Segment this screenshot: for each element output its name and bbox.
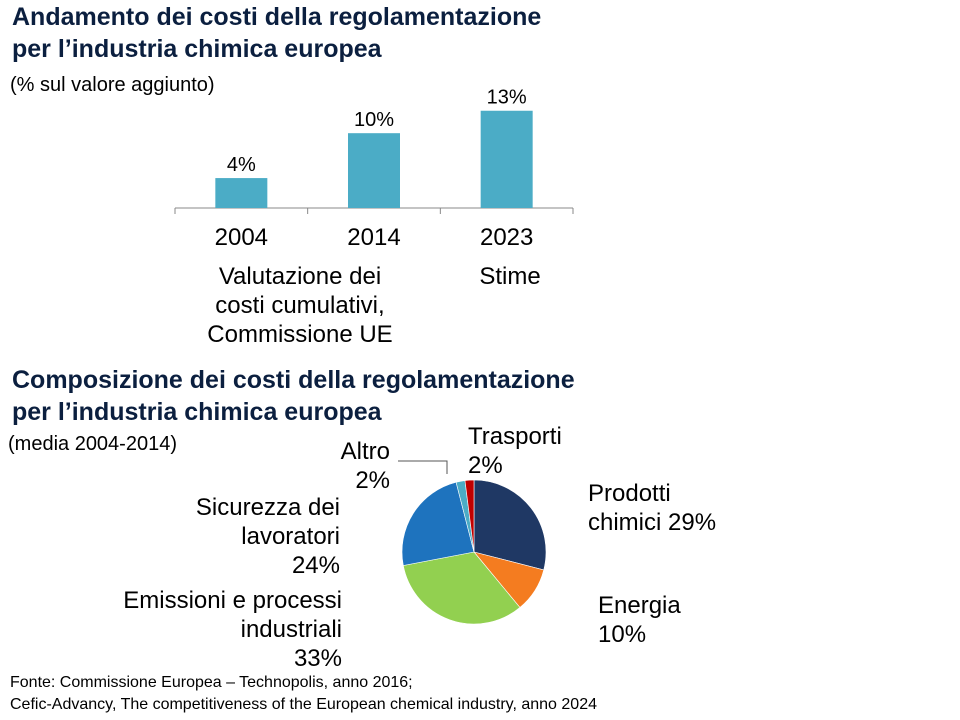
bar-chart-subtitle: (% sul valore aggiunto) (10, 74, 215, 96)
source-note: Fonte: Commissione Europea – Technopolis… (10, 672, 597, 716)
pie-label-trasporti: Trasporti 2% (468, 423, 562, 479)
bar-chart-title: Andamento dei costi della regolamentazio… (12, 1, 541, 65)
source-line-1: Fonte: Commissione Europea – Technopolis… (10, 674, 413, 691)
pie-label-energia: Energia 10% (598, 592, 681, 648)
pie-slice-emissioni-e-processi-industriali (402, 551, 521, 625)
pie-label-emissioni: Emissioni e processi industriali 33% (123, 587, 342, 672)
pie-label-altro: Altro 2% (340, 438, 390, 494)
pie-chart-subtitle: (media 2004-2014) (8, 433, 177, 455)
bar-2004 (215, 178, 268, 208)
bar-note-stime: Stime (479, 263, 541, 290)
x-tick-label: 2004 (215, 224, 268, 251)
pie-leader-line (398, 460, 448, 474)
pie-slice-trasporti (464, 479, 475, 553)
note-ue-line-1: Valutazione dei (218, 263, 382, 290)
pie-slice-prodotti-chimici (473, 479, 547, 571)
bar-chart: 4% 2004 10% 2014 13% 2023 (174, 87, 574, 251)
bar-2023 (480, 110, 533, 208)
pie-chart-title: Composizione dei costi della regolamenta… (12, 364, 575, 428)
pie-label-sicurezza: Sicurezza dei lavoratori 24% (195, 494, 340, 579)
pie-label-prodotti-chimici: Prodotti chimici 29% (588, 480, 717, 536)
pie-title-line-2: per l’industria chimica europea (12, 398, 382, 426)
note-ue-line-2: costi cumulativi, (215, 292, 385, 319)
x-tick-label: 2023 (480, 224, 533, 251)
note-ue-line-3: Commissione UE (207, 321, 393, 348)
source-line-2: Cefic-Advancy, The competitiveness of th… (10, 696, 597, 713)
bar-note-commissione-ue: Valutazione dei costi cumulativi, Commis… (185, 262, 415, 349)
x-tick-label: 2014 (347, 224, 400, 251)
pie-title-line-1: Composizione dei costi della regolamenta… (12, 366, 575, 394)
pie-slice-sicurezza-dei-lavoratori (401, 481, 475, 566)
bar-value-label: 4% (227, 154, 256, 176)
bar-value-label: 10% (354, 109, 394, 131)
bar-title-line-2: per l’industria chimica europea (12, 35, 382, 63)
bar-2014 (348, 133, 400, 208)
bar-title-line-1: Andamento dei costi della regolamentazio… (12, 3, 542, 31)
bar-value-label: 13% (487, 87, 527, 109)
